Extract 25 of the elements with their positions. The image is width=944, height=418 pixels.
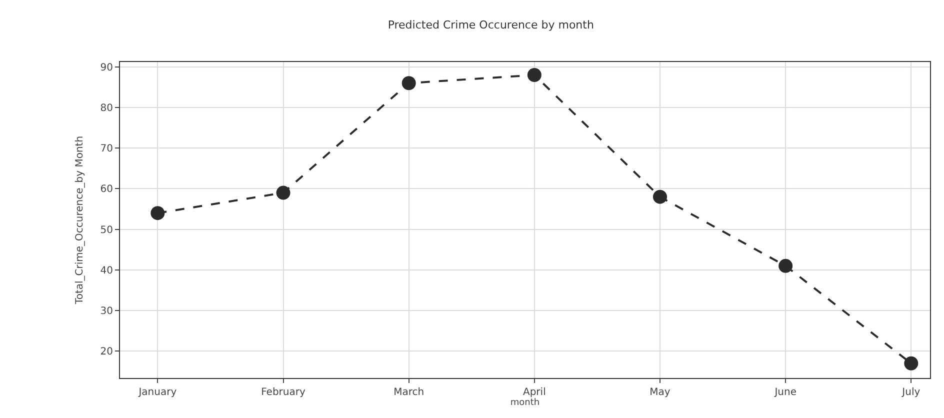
y-tick-label: 90 — [100, 62, 113, 74]
y-tick-label: 60 — [100, 184, 113, 196]
y-tick-label: 40 — [100, 265, 113, 276]
y-tick-label: 20 — [100, 346, 113, 358]
point — [778, 258, 793, 273]
y-tick-label: 70 — [100, 144, 113, 155]
x-tick-label: April — [522, 387, 546, 398]
point — [904, 356, 918, 370]
x-tick-label: July — [901, 387, 920, 398]
point — [653, 190, 667, 204]
point — [150, 206, 165, 220]
y-axis-title: Total_Crime_Occurence_by Month — [74, 136, 86, 306]
x-tick-label: January — [138, 387, 177, 398]
y-tick-label: 30 — [100, 306, 113, 318]
point — [527, 68, 542, 82]
point — [276, 186, 290, 200]
x-tick-label: March — [394, 387, 424, 398]
x-tick-label: May — [650, 387, 670, 398]
x-axis-title: month — [510, 398, 540, 408]
y-tick-label: 50 — [100, 224, 113, 236]
point — [402, 76, 416, 90]
x-tick-label: February — [261, 387, 306, 398]
chart-title: Predicted Crime Occurence by month — [388, 18, 594, 32]
y-tick-label: 80 — [100, 102, 113, 114]
x-tick-label: June — [774, 387, 796, 398]
